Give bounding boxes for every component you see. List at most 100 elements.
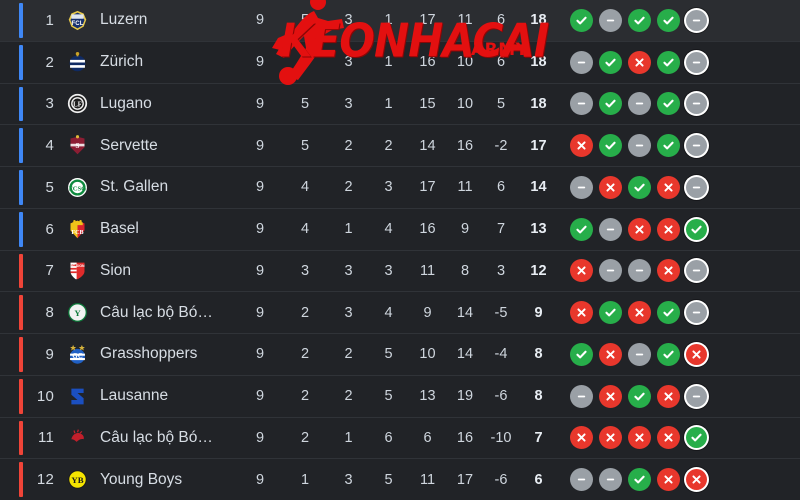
form-badge-draw[interactable]	[628, 259, 651, 283]
stat-lost: 4	[384, 304, 393, 321]
form-badge-draw[interactable]	[628, 342, 651, 366]
team-name[interactable]: Servette	[100, 136, 158, 154]
form-badge-loss[interactable]	[570, 259, 593, 283]
team-name[interactable]: Câu lạc bộ Bó…	[100, 428, 213, 446]
form-badge-draw[interactable]	[628, 134, 651, 158]
table-row[interactable]: 3 LF Lugano 9 5 3 1 15 10 5 18	[0, 83, 800, 126]
form-badge-draw[interactable]	[570, 175, 593, 199]
cross-icon	[605, 182, 616, 193]
form-badge-loss[interactable]	[570, 301, 593, 325]
form-badge-win[interactable]	[657, 50, 680, 74]
stat-drawn: 3	[344, 304, 353, 321]
table-row[interactable]: 1 FCL Luzern 9 5 3 1 17 11 6 18	[0, 0, 800, 42]
form-badge-win[interactable]	[599, 50, 622, 74]
form-badge-loss[interactable]	[657, 468, 680, 492]
dash-icon	[691, 15, 702, 26]
form-badge-loss[interactable]	[657, 384, 680, 408]
team-name[interactable]: Câu lạc bộ Bó…	[100, 303, 213, 321]
fc-basel-crest: FCB	[60, 219, 94, 240]
form-badge-loss[interactable]	[686, 343, 707, 365]
form-badge-draw[interactable]	[686, 302, 707, 324]
form-badge-loss[interactable]	[599, 426, 622, 450]
form-badge-draw[interactable]	[686, 135, 707, 157]
table-row[interactable]: 8 Y Câu lạc bộ Bó… 9 2 3 4 9 14 -5 9	[0, 292, 800, 334]
form-badge-draw[interactable]	[686, 260, 707, 282]
cross-icon	[605, 432, 616, 443]
form-badge-draw[interactable]	[599, 8, 622, 32]
form-badge-win[interactable]	[628, 8, 651, 32]
form-badge-win[interactable]	[686, 427, 707, 449]
form-badge-win[interactable]	[570, 8, 593, 32]
table-row[interactable]: 5 FCSG St. Gallen 9 4 2 3 17 11 6 14	[0, 167, 800, 209]
lausanne-sport-crest	[60, 386, 94, 407]
form-badge-draw[interactable]	[570, 468, 593, 492]
form-badge-win[interactable]	[657, 301, 680, 325]
team-name[interactable]: Basel	[100, 220, 139, 238]
form-badge-win[interactable]	[628, 384, 651, 408]
table-row[interactable]: 12 YB Young Boys 9 1 3 5 11 17 -6 6	[0, 459, 800, 500]
stat-goal-diff: -10	[490, 429, 512, 446]
team-name[interactable]: Sion	[100, 261, 132, 279]
stat-goals-for: 17	[419, 12, 436, 29]
form-badge-win[interactable]	[657, 342, 680, 366]
team-name[interactable]: Luzern	[100, 11, 148, 29]
form-badge-win[interactable]	[628, 468, 651, 492]
stat-goal-diff: 6	[496, 12, 506, 29]
form-badge-win[interactable]	[599, 301, 622, 325]
form-badge-draw[interactable]	[599, 217, 622, 241]
form-badge-loss[interactable]	[628, 50, 651, 74]
form-badge-loss[interactable]	[599, 342, 622, 366]
form-badge-draw[interactable]	[686, 9, 707, 31]
form-badge-loss[interactable]	[628, 301, 651, 325]
team-stats: 9 5 3 1 17 11 6 18	[238, 12, 558, 28]
form-badge-win[interactable]	[657, 92, 680, 116]
form-badge-loss[interactable]	[599, 175, 622, 199]
team-name[interactable]: Grasshoppers	[100, 345, 198, 363]
form-badge-loss[interactable]	[657, 217, 680, 241]
form-badge-win[interactable]	[628, 175, 651, 199]
form-badge-win[interactable]	[570, 217, 593, 241]
form-badge-win[interactable]	[657, 134, 680, 158]
form-badge-loss[interactable]	[657, 259, 680, 283]
form-badge-draw[interactable]	[570, 384, 593, 408]
form-badge-draw[interactable]	[686, 385, 707, 407]
table-row[interactable]: 10 Lausanne 9 2 2 5 13 19 -6 8	[0, 375, 800, 418]
form-badge-loss[interactable]	[628, 426, 651, 450]
dash-icon	[634, 265, 645, 276]
form-badge-loss[interactable]	[570, 426, 593, 450]
form-badge-draw[interactable]	[570, 50, 593, 74]
form-badge-loss[interactable]	[657, 175, 680, 199]
form-badge-draw[interactable]	[686, 176, 707, 198]
team-name[interactable]: St. Gallen	[100, 178, 169, 196]
form-badge-draw[interactable]	[599, 259, 622, 283]
form-badge-win[interactable]	[599, 134, 622, 158]
team-name[interactable]: Lugano	[100, 94, 152, 112]
check-icon	[633, 181, 646, 194]
form-badge-loss[interactable]	[657, 426, 680, 450]
form-badge-draw[interactable]	[686, 93, 707, 115]
form-badge-win[interactable]	[686, 218, 707, 240]
form-badge-win[interactable]	[657, 8, 680, 32]
form-badge-draw[interactable]	[570, 92, 593, 116]
team-name[interactable]: Lausanne	[100, 387, 169, 405]
form-badge-loss[interactable]	[570, 134, 593, 158]
table-row[interactable]: 2 Zürich 9 5 3 1 16 10 6 18	[0, 41, 800, 84]
qualification-zone-indicator	[19, 86, 23, 122]
team-name[interactable]: Young Boys	[100, 470, 183, 488]
table-row[interactable]: 4 S Servette 9 5 2 2 14 16 -2 17	[0, 125, 800, 167]
form-badge-draw[interactable]	[628, 92, 651, 116]
table-row[interactable]: 9 GC Grasshoppers 9 2 2 5 10 14 -4 8	[0, 334, 800, 376]
form-badge-win[interactable]	[599, 92, 622, 116]
table-row[interactable]: 6 FCB Basel 9 4 1 4 16 9 7 13	[0, 208, 800, 251]
form-badge-draw[interactable]	[686, 51, 707, 73]
form-badge-loss[interactable]	[686, 469, 707, 491]
stat-goals-against: 9	[460, 221, 470, 238]
form-badge-loss[interactable]	[628, 217, 651, 241]
table-row[interactable]: 11 Câu lạc bộ Bó… 9 2 1 6 6 16 -10 7	[0, 417, 800, 460]
form-badge-loss[interactable]	[599, 384, 622, 408]
stat-drawn: 3	[344, 262, 353, 279]
form-badge-draw[interactable]	[599, 468, 622, 492]
table-row[interactable]: 7 FC SION Sion 9 3 3 3 11 8 3 12	[0, 250, 800, 293]
form-badge-win[interactable]	[570, 342, 593, 366]
team-name[interactable]: Zürich	[100, 53, 144, 71]
